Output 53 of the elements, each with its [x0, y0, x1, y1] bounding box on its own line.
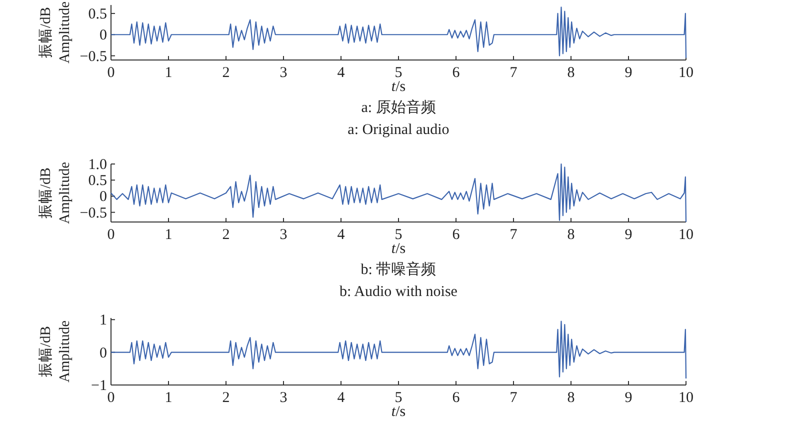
- text: a: 原始音频: [361, 99, 436, 116]
- x-tick-label: 4: [337, 390, 346, 406]
- x-tick-label: 8: [567, 227, 575, 243]
- x-tick-label: 10: [678, 65, 694, 81]
- line-series: [110, 6, 687, 58]
- y-tick-label: −0.5: [80, 205, 107, 222]
- x-tick-label: 2: [222, 65, 230, 81]
- y-axis-title: 振幅/dB Amplitude: [37, 320, 73, 383]
- text: b: 带噪音频: [360, 261, 436, 278]
- x-axis-title: t/s: [391, 79, 406, 95]
- y-tick-label: −0.5: [80, 48, 107, 65]
- x-tick-label: 7: [510, 390, 518, 406]
- text: a: Original audio: [348, 122, 450, 138]
- x-tick-label: 1: [164, 227, 172, 243]
- y-tick-label: 0.5: [88, 6, 107, 22]
- y-axis-title: 振幅/dB Amplitude: [37, 1, 73, 64]
- y-axis-title: 振幅/dB Amplitude: [37, 162, 73, 224]
- x-tick-label: 10: [678, 390, 694, 406]
- x-tick-label: 5: [394, 65, 402, 81]
- y-tick-label: 0.5: [88, 173, 107, 190]
- x-tick-label: 5: [394, 227, 402, 243]
- y-tick-label: 1: [100, 312, 107, 329]
- x-tick-label: 9: [624, 390, 632, 406]
- text: b: Audio with noise: [340, 284, 458, 300]
- x-tick-label: 4: [337, 65, 346, 81]
- x-tick-label: 3: [280, 390, 288, 406]
- y-tick-label: 1.0: [88, 157, 107, 173]
- x-tick-label: 3: [280, 227, 288, 243]
- x-tick-label: 2: [222, 390, 230, 406]
- line-series: [110, 163, 687, 223]
- y-tick-label: 0: [100, 189, 107, 206]
- y-tick-label: 0: [100, 345, 107, 362]
- y-tick-label: −1: [91, 378, 107, 394]
- x-tick-label: 1: [164, 65, 172, 81]
- x-tick-label: 1: [164, 390, 172, 406]
- x-tick-label: 7: [510, 65, 518, 81]
- x-tick-label: 6: [452, 390, 460, 406]
- x-tick-label: 4: [337, 227, 346, 243]
- x-tick-label: 6: [452, 227, 460, 243]
- x-tick-label: 8: [567, 65, 575, 81]
- x-axis-title: t/s: [391, 404, 406, 420]
- x-tick-label: 2: [222, 227, 230, 243]
- x-tick-label: 3: [280, 65, 288, 81]
- x-tick-label: 10: [678, 227, 694, 243]
- x-tick-label: 8: [567, 390, 575, 406]
- line-series: [110, 320, 687, 380]
- x-tick-label: 7: [510, 227, 518, 243]
- x-tick-label: 9: [624, 65, 632, 81]
- x-tick-label: 5: [394, 390, 402, 406]
- x-tick-label: 6: [452, 65, 460, 81]
- y-tick-label: 0: [100, 28, 107, 44]
- x-tick-label: 9: [624, 227, 632, 243]
- x-axis-title: t/s: [391, 241, 406, 257]
